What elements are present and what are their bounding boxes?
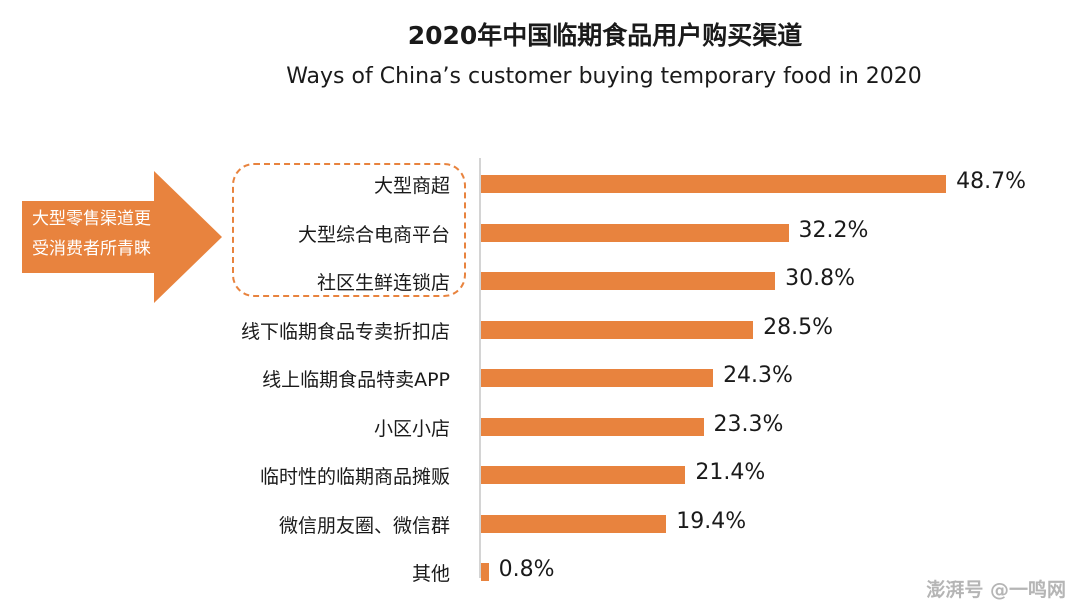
value-label: 23.3% (713, 411, 784, 437)
bar (481, 272, 776, 290)
callout-arrow: 大型零售渠道更 受消费者所青睐 (22, 171, 222, 303)
category-label: 线上临期食品特卖APP (262, 369, 450, 391)
bar (481, 563, 489, 581)
category-label: 微信朋友圈、微信群 (278, 514, 450, 537)
category-label: 临时性的临期商品摊贩 (259, 466, 450, 488)
value-label: 48.7% (956, 169, 1026, 194)
value-label: 28.5% (763, 314, 834, 340)
value-label: 32.2% (798, 217, 869, 243)
category-label: 其他 (411, 563, 450, 585)
value-label: 21.4% (695, 460, 766, 485)
chart-subtitle: Ways of China’s customer buying temporar… (286, 64, 922, 89)
bar (481, 514, 667, 533)
value-label: 0.8% (498, 557, 555, 582)
category-label: 大型综合电商平台 (297, 223, 450, 246)
category-label: 线下临期食品专卖折扣店 (240, 320, 450, 343)
bar (481, 466, 686, 484)
value-label: 24.3% (723, 363, 793, 388)
bar (481, 369, 714, 387)
bar (481, 175, 947, 193)
watermark: 澎湃号 @一鸣网 (926, 579, 1066, 601)
value-label: 30.8% (785, 266, 856, 291)
category-axis-line (479, 158, 481, 578)
highlight-dashed-box (232, 163, 466, 297)
callout-line-2: 受消费者所青睐 (32, 239, 151, 259)
callout-arrow-shape (22, 171, 222, 303)
category-label: 小区小店 (373, 417, 450, 440)
bar (481, 417, 704, 436)
category-label: 大型商超 (373, 175, 450, 197)
chart-title: 2020年中国临期食品用户购买渠道 (407, 21, 803, 50)
bar (481, 320, 754, 339)
category-label: 社区生鲜连锁店 (316, 272, 450, 294)
callout-line-1: 大型零售渠道更 (32, 209, 151, 229)
bar (481, 223, 789, 242)
value-label: 19.4% (676, 508, 747, 534)
callout-text: 大型零售渠道更 受消费者所青睐 (32, 204, 200, 264)
